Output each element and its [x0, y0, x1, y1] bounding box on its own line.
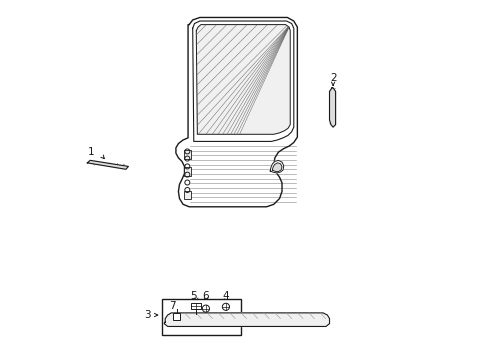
Polygon shape	[87, 160, 128, 169]
Text: 1: 1	[87, 147, 94, 157]
Bar	[183, 167, 190, 176]
Bar	[173, 313, 180, 320]
Polygon shape	[164, 313, 329, 327]
Polygon shape	[176, 18, 297, 207]
Polygon shape	[196, 24, 290, 134]
Polygon shape	[270, 160, 283, 173]
Bar	[183, 150, 190, 158]
Polygon shape	[192, 21, 293, 141]
Polygon shape	[272, 163, 282, 171]
Polygon shape	[329, 88, 335, 127]
Text: 3: 3	[144, 310, 150, 320]
Text: 6: 6	[202, 291, 208, 301]
Text: 7: 7	[169, 301, 175, 311]
Bar	[183, 191, 190, 199]
Bar	[191, 302, 201, 309]
Bar	[162, 298, 241, 336]
Text: 2: 2	[329, 73, 336, 83]
Text: 5: 5	[190, 291, 197, 301]
Text: 4: 4	[222, 291, 229, 301]
